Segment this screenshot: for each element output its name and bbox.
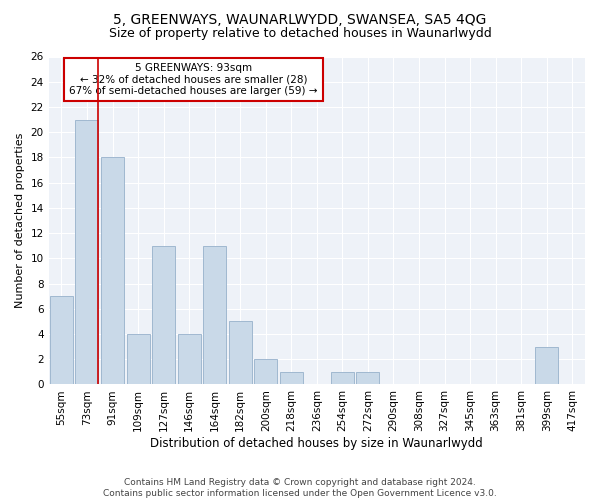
X-axis label: Distribution of detached houses by size in Waunarlwydd: Distribution of detached houses by size … [151, 437, 483, 450]
Bar [280, 372, 303, 384]
Text: 5, GREENWAYS, WAUNARLWYDD, SWANSEA, SA5 4QG: 5, GREENWAYS, WAUNARLWYDD, SWANSEA, SA5 … [113, 12, 487, 26]
Text: 5 GREENWAYS: 93sqm
← 32% of detached houses are smaller (28)
67% of semi-detache: 5 GREENWAYS: 93sqm ← 32% of detached hou… [69, 63, 318, 96]
Text: Size of property relative to detached houses in Waunarlwydd: Size of property relative to detached ho… [109, 28, 491, 40]
Y-axis label: Number of detached properties: Number of detached properties [15, 133, 25, 308]
Bar [229, 322, 252, 384]
Bar [152, 246, 175, 384]
Bar [254, 359, 277, 384]
Bar [178, 334, 200, 384]
Bar [101, 158, 124, 384]
Bar [50, 296, 73, 384]
Bar [203, 246, 226, 384]
Bar [127, 334, 149, 384]
Bar [535, 346, 558, 385]
Bar [356, 372, 379, 384]
Bar [76, 120, 98, 384]
Bar [331, 372, 354, 384]
Text: Contains HM Land Registry data © Crown copyright and database right 2024.
Contai: Contains HM Land Registry data © Crown c… [103, 478, 497, 498]
